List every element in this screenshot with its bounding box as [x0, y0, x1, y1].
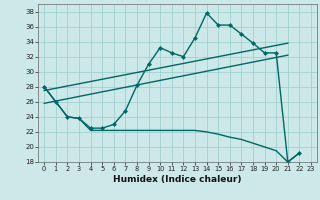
X-axis label: Humidex (Indice chaleur): Humidex (Indice chaleur): [113, 175, 242, 184]
